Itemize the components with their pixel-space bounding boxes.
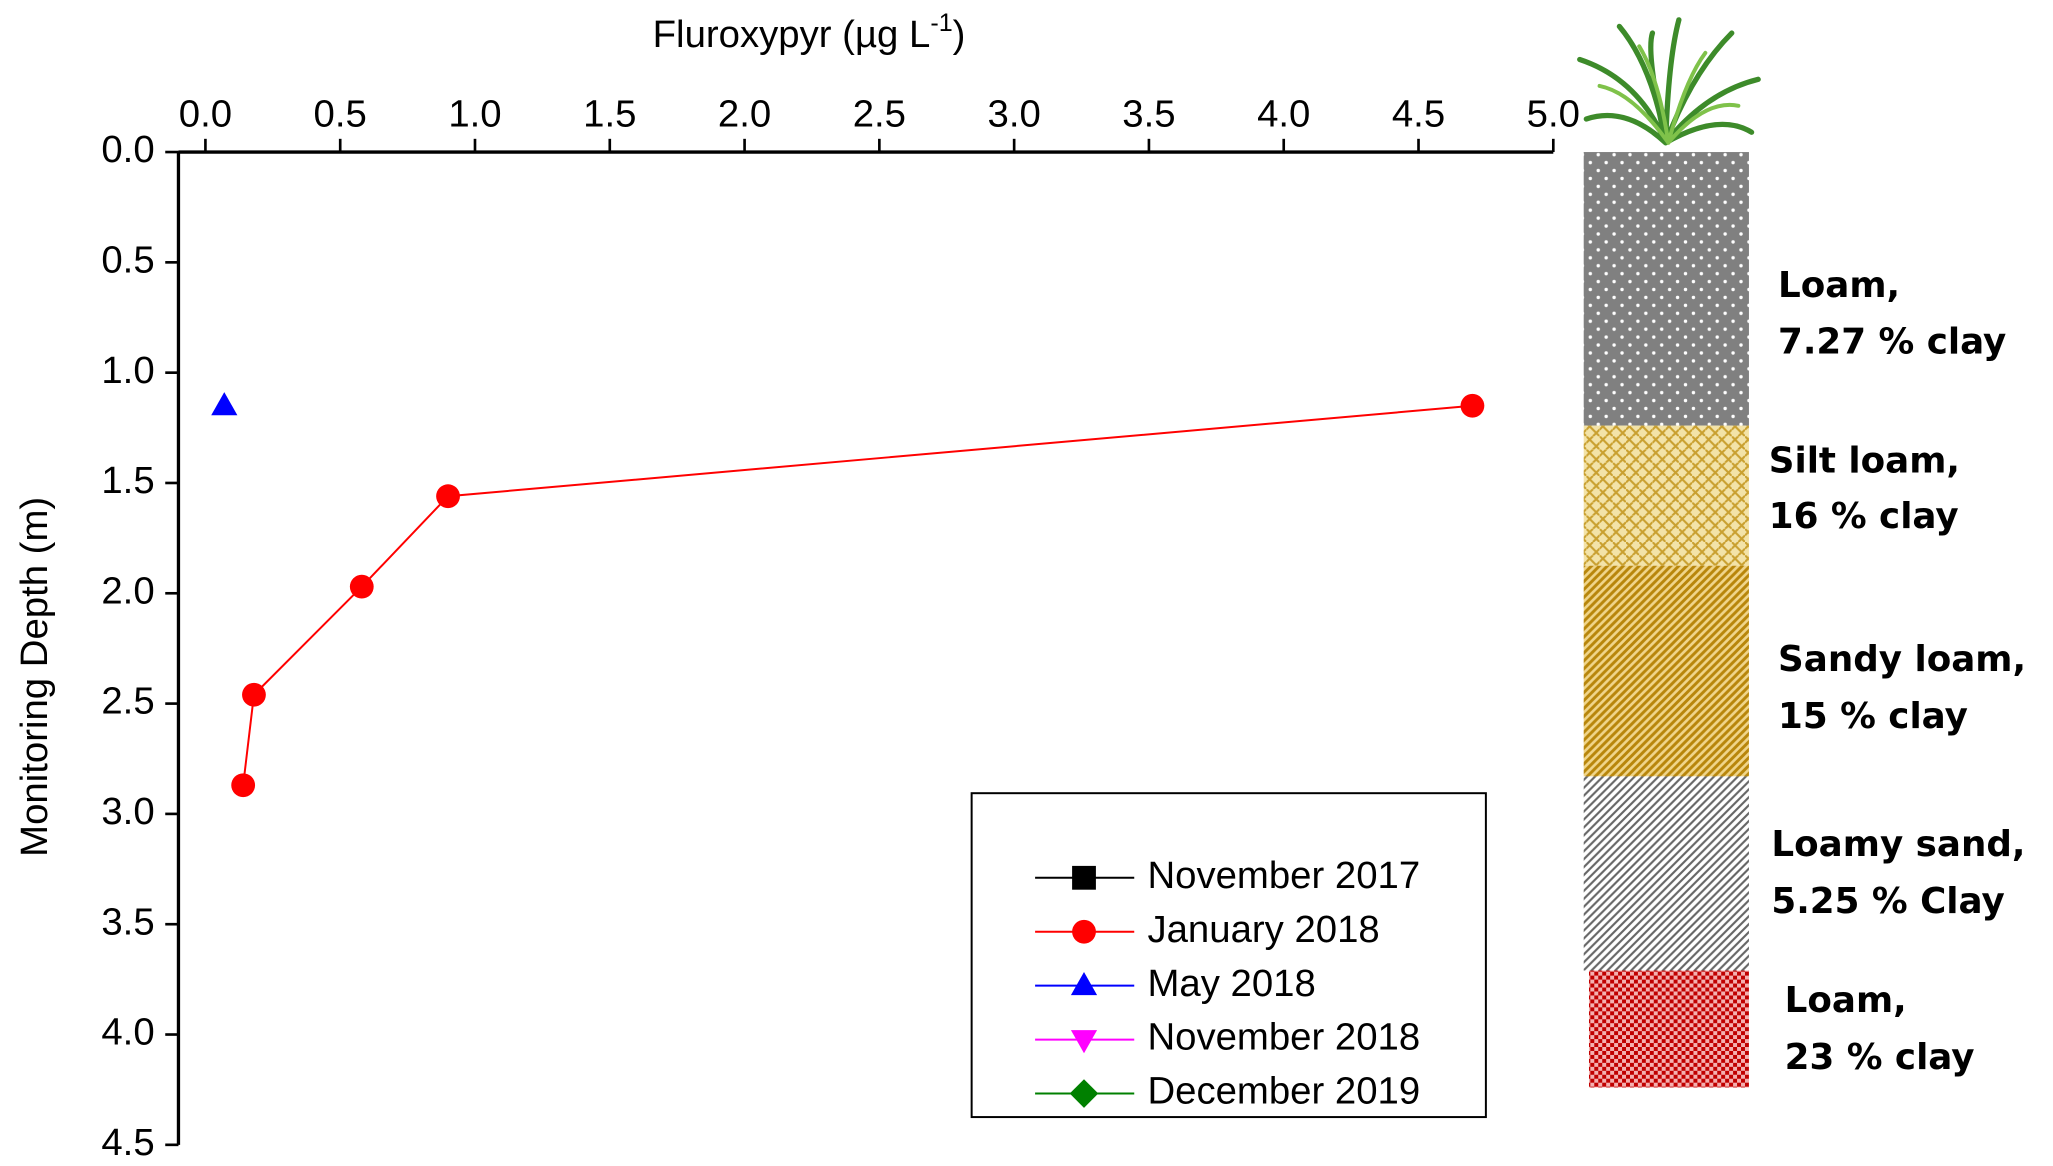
soil-label: 7.27 % clay <box>1778 322 2006 363</box>
point <box>436 484 460 509</box>
y-tick-label: 1.5 <box>101 459 154 502</box>
soil-layer <box>1583 152 1749 426</box>
legend-label: May 2018 <box>1147 962 1315 1005</box>
x-tick-label: 0.5 <box>314 92 367 135</box>
legend-label: November 2018 <box>1147 1016 1420 1059</box>
y-tick-label: 4.0 <box>101 1011 154 1054</box>
y-tick-label: 0.5 <box>101 238 154 281</box>
soil-label: 5.25 % Clay <box>1771 881 2004 922</box>
x-label-text: Fluroxypyr (µg L <box>653 13 931 56</box>
soil-label: Sandy loam, <box>1778 639 2026 680</box>
legend-label: December 2019 <box>1147 1070 1420 1113</box>
point <box>242 682 266 707</box>
x-tick-label: 2.0 <box>718 92 771 135</box>
legend-marker <box>1070 971 1098 996</box>
y-axis-label: Monitoring Depth (m) <box>13 497 56 857</box>
x-tick-label: 3.5 <box>1122 92 1175 135</box>
legend-label: November 2017 <box>1147 854 1420 897</box>
soil-layer <box>1588 970 1749 1088</box>
legend-label: January 2018 <box>1147 908 1379 951</box>
legend-marker <box>1070 1030 1098 1054</box>
x-label-sup: -1 <box>930 8 952 36</box>
x-tick-label: 4.5 <box>1392 92 1445 135</box>
soil-label: Silt loam, <box>1769 441 1960 482</box>
legend-marker <box>1072 919 1096 944</box>
series-line <box>242 404 1473 786</box>
y-tick-label: 2.5 <box>101 680 154 723</box>
legend-marker <box>1072 865 1096 890</box>
point <box>349 574 374 599</box>
point <box>211 392 238 416</box>
x-tick-label: 5.0 <box>1527 92 1580 135</box>
y-tick-label: 0.0 <box>101 128 154 171</box>
point <box>231 773 256 798</box>
x-tick-label: 3.0 <box>988 92 1041 135</box>
x-tick-label: 1.5 <box>583 92 636 135</box>
soil-label: 15 % clay <box>1778 696 1968 737</box>
y-tick-label: 3.0 <box>101 790 154 833</box>
x-axis-label: Fluroxypyr (µg L-1) <box>653 8 966 56</box>
soil-layer <box>1583 425 1749 566</box>
soil-label: 23 % clay <box>1785 1037 1975 1078</box>
y-tick-label: 4.5 <box>101 1121 154 1164</box>
soil-label: Loam, <box>1785 980 1907 1021</box>
y-tick-label: 3.5 <box>101 900 154 943</box>
x-tick-label: 1.0 <box>448 92 501 135</box>
x-tick-label: 4.0 <box>1257 92 1310 135</box>
soil-label: 16 % clay <box>1769 496 1959 537</box>
point <box>1460 393 1485 418</box>
x-label-end: ) <box>953 13 966 56</box>
legend-box <box>970 792 1487 1119</box>
y-tick-label: 1.0 <box>101 349 154 392</box>
soil-label: Loamy sand, <box>1771 824 2025 865</box>
x-tick-label: 0.0 <box>179 92 232 135</box>
grass-icon <box>1577 17 1761 146</box>
soil-layer <box>1583 776 1749 971</box>
soil-label: Loam, <box>1778 265 1900 306</box>
x-tick-label: 2.5 <box>853 92 906 135</box>
y-tick-label: 2.0 <box>101 569 154 612</box>
soil-layer <box>1583 565 1749 777</box>
